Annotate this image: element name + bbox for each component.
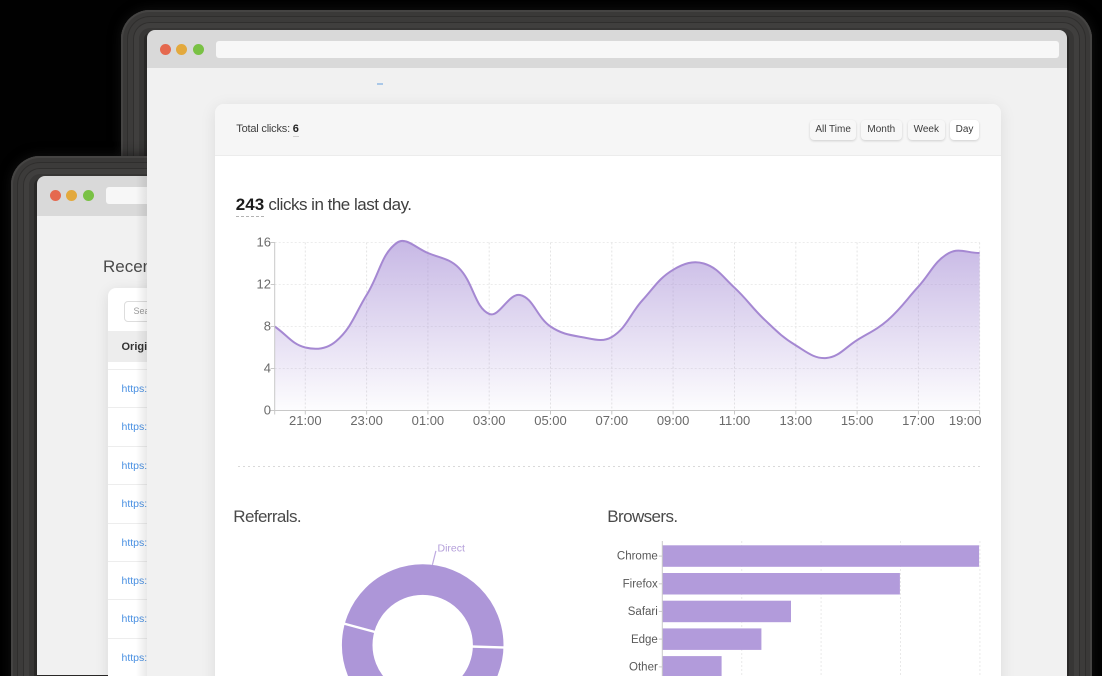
svg-text:0: 0 xyxy=(264,402,271,417)
svg-text:Direct: Direct xyxy=(438,542,466,554)
svg-text:01:00: 01:00 xyxy=(412,413,445,428)
svg-text:23:00: 23:00 xyxy=(351,413,384,428)
svg-text:09:00: 09:00 xyxy=(657,413,690,428)
svg-text:13:00: 13:00 xyxy=(780,413,813,428)
svg-text:11:00: 11:00 xyxy=(719,413,751,428)
svg-text:19:00: 19:00 xyxy=(949,413,982,428)
svg-text:8: 8 xyxy=(264,318,271,333)
svg-text:Firefox: Firefox xyxy=(623,578,658,590)
svg-text:4: 4 xyxy=(264,360,271,375)
svg-text:03:00: 03:00 xyxy=(473,413,506,428)
svg-text:15:00: 15:00 xyxy=(841,413,874,428)
svg-text:07:00: 07:00 xyxy=(596,413,629,428)
svg-text:Edge: Edge xyxy=(631,633,658,645)
svg-text:17:00: 17:00 xyxy=(902,413,935,428)
svg-text:16: 16 xyxy=(257,234,271,249)
svg-text:Chrome: Chrome xyxy=(617,550,658,562)
svg-text:Other: Other xyxy=(629,661,658,673)
svg-text:12: 12 xyxy=(257,276,271,291)
svg-text:Safari: Safari xyxy=(628,606,658,618)
svg-text:05:00: 05:00 xyxy=(535,413,568,428)
svg-text:21:00: 21:00 xyxy=(289,413,322,428)
